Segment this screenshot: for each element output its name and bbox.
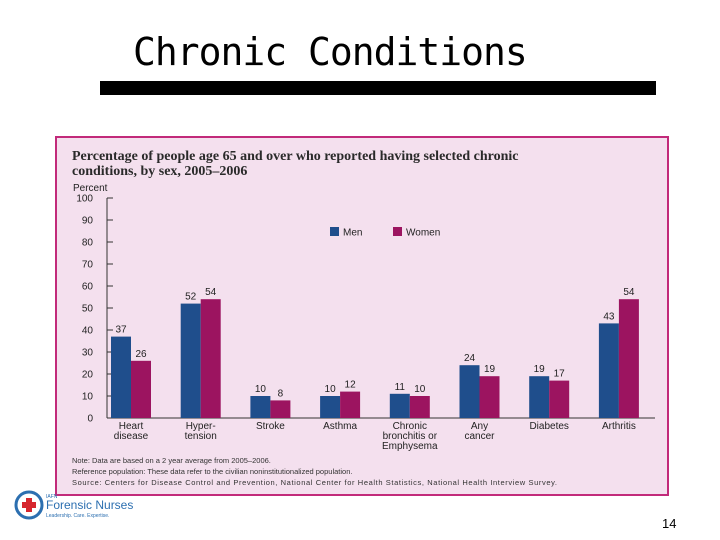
- chart-note: Reference population: These data refer t…: [72, 467, 352, 476]
- x-category-label: Arthritis: [602, 421, 636, 432]
- x-category-label: Heart: [119, 421, 144, 432]
- bar-value-label: 26: [135, 349, 147, 360]
- slide-title: Chronic Conditions: [133, 30, 528, 74]
- y-tick-label: 80: [82, 238, 94, 249]
- bar-value-label: 12: [345, 380, 357, 391]
- bar-value-label: 24: [464, 353, 476, 364]
- bar-value-label: 37: [115, 325, 127, 336]
- bar-men: [598, 323, 619, 418]
- y-axis-label: Percent: [73, 183, 108, 194]
- legend-swatch-women: [393, 227, 402, 236]
- x-category-label: cancer: [464, 431, 495, 442]
- y-tick-label: 60: [82, 282, 94, 293]
- bar-chart: Percentage of people age 65 and over who…: [72, 149, 655, 487]
- chart-title-line-1: Percentage of people age 65 and over who…: [72, 149, 519, 164]
- x-category-label: Any: [471, 421, 488, 432]
- y-tick-label: 20: [82, 370, 94, 381]
- legend-swatch-men: [330, 227, 339, 236]
- bar-value-label: 10: [255, 384, 267, 395]
- bar-women: [131, 360, 151, 418]
- logo-tagline: Leadership. Care. Expertise.: [46, 513, 109, 519]
- bar-value-label: 43: [603, 311, 615, 322]
- x-category-label: Hyper-: [186, 421, 216, 432]
- bar-women: [409, 396, 430, 418]
- chart-frame: Percentage of people age 65 and over who…: [55, 136, 669, 496]
- bar-value-label: 19: [534, 364, 546, 375]
- bar-value-label: 54: [205, 287, 217, 298]
- bar-value-label: 54: [623, 287, 635, 298]
- legend-label-men: Men: [343, 228, 362, 239]
- x-category-label: bronchitis or: [383, 431, 438, 442]
- title-underline-bar: [100, 81, 656, 95]
- legend-label-women: Women: [406, 228, 440, 239]
- chart-note: Source: Centers for Disease Control and …: [72, 478, 557, 487]
- bar-women: [618, 299, 639, 418]
- bar-value-label: 17: [554, 369, 566, 380]
- bar-men: [250, 396, 271, 418]
- y-tick-label: 40: [82, 326, 94, 337]
- x-category-label: disease: [114, 431, 149, 442]
- bar-value-label: 19: [484, 364, 496, 375]
- bar-men: [529, 376, 550, 418]
- chart-note: Note: Data are based on a 2 year average…: [72, 456, 271, 465]
- bar-men: [320, 396, 341, 418]
- bar-women: [549, 380, 570, 418]
- bar-value-label: 11: [395, 382, 406, 393]
- page-number: 14: [662, 516, 677, 531]
- bar-value-label: 10: [325, 384, 337, 395]
- bar-women: [340, 391, 361, 418]
- x-category-label: tension: [185, 431, 217, 442]
- bar-women: [270, 400, 291, 418]
- y-tick-label: 100: [76, 194, 93, 205]
- chart-notes: Note: Data are based on a 2 year average…: [72, 456, 557, 487]
- bar-value-label: 52: [185, 292, 197, 303]
- x-category-label: Emphysema: [382, 441, 438, 452]
- y-tick-label: 70: [82, 260, 94, 271]
- y-tick-label: 50: [82, 304, 94, 315]
- legend: Men Women: [330, 227, 440, 239]
- bar-men: [389, 393, 410, 418]
- y-tick-label: 90: [82, 216, 94, 227]
- x-category-label: Chronic: [393, 421, 427, 432]
- y-tick-label: 10: [82, 392, 94, 403]
- bar-women: [200, 299, 221, 418]
- y-tick-label: 0: [87, 414, 93, 425]
- bar-men: [459, 365, 480, 418]
- bar-value-label: 10: [414, 384, 426, 395]
- logo-name: Forensic Nurses: [46, 498, 133, 512]
- forensic-nurses-logo: IAFN Forensic Nurses Leadership. Care. E…: [14, 490, 133, 520]
- logo-small-text: IAFN: [46, 494, 58, 500]
- y-tick-label: 30: [82, 348, 94, 359]
- x-category-label: Stroke: [256, 421, 285, 432]
- chart-title-line-2: conditions, by sex, 2005–2006: [72, 164, 247, 179]
- x-category-label: Asthma: [323, 421, 357, 432]
- x-category-label: Diabetes: [529, 421, 568, 432]
- bar-men: [180, 303, 201, 418]
- bar-men: [111, 336, 131, 418]
- bar-women: [479, 376, 500, 418]
- bar-value-label: 8: [278, 388, 284, 399]
